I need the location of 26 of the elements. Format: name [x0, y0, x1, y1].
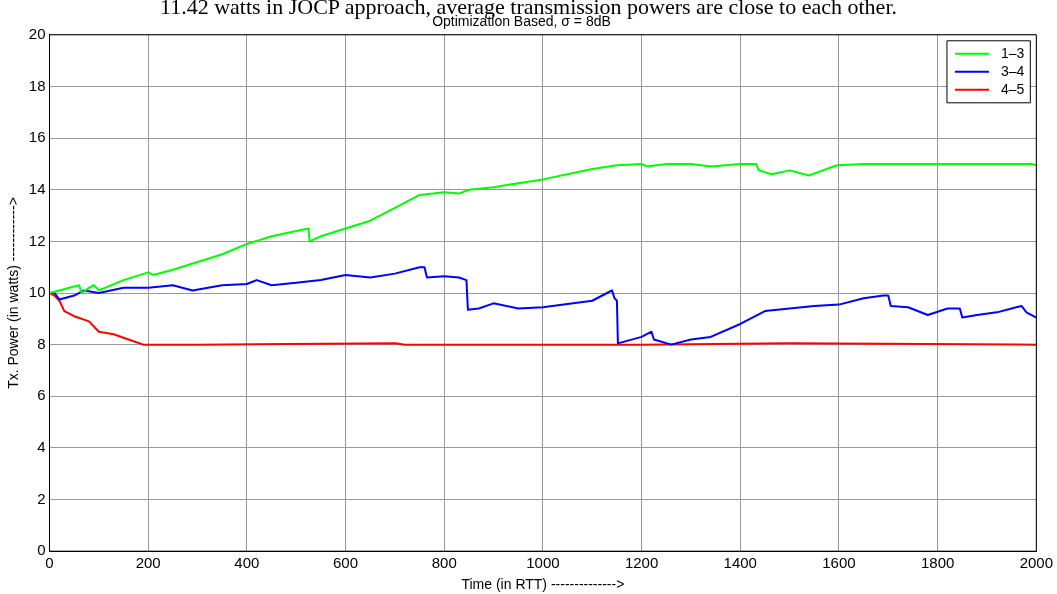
y-axis-title: Tx. Power (in watts) ------------> — [5, 197, 22, 389]
x-tick-label: 1200 — [624, 554, 659, 572]
y-tick-label: 16 — [28, 128, 46, 146]
x-tick-label: 1000 — [526, 554, 560, 572]
x-tick-label: 2000 — [1019, 554, 1053, 572]
x-tick-label: 600 — [333, 554, 359, 572]
y-tick-label: 8 — [37, 334, 46, 352]
y-tick-label: 18 — [28, 76, 46, 94]
y-tick-label: 12 — [28, 231, 46, 249]
x-axis-title: Time (in RTT) --------------> — [461, 576, 625, 593]
x-tick-label: 1600 — [822, 554, 856, 572]
x-tick-label: 200 — [135, 554, 161, 572]
x-tick-label: 400 — [234, 554, 260, 572]
legend-label: 3–4 — [1000, 62, 1025, 79]
y-tick-label: 0 — [37, 541, 46, 559]
y-tick-label: 20 — [28, 24, 46, 42]
y-tick-label: 6 — [37, 386, 46, 404]
y-tick-label: 10 — [28, 283, 46, 301]
y-tick-label: 14 — [28, 179, 46, 197]
y-tick-label: 2 — [37, 489, 46, 507]
x-tick-label: 1400 — [723, 554, 757, 572]
legend-label: 1–3 — [1000, 44, 1025, 61]
x-tick-label: 1800 — [920, 554, 955, 572]
y-tick-label: 4 — [37, 438, 46, 456]
legend-label: 4–5 — [1000, 80, 1025, 97]
x-tick-label: 800 — [431, 554, 457, 572]
